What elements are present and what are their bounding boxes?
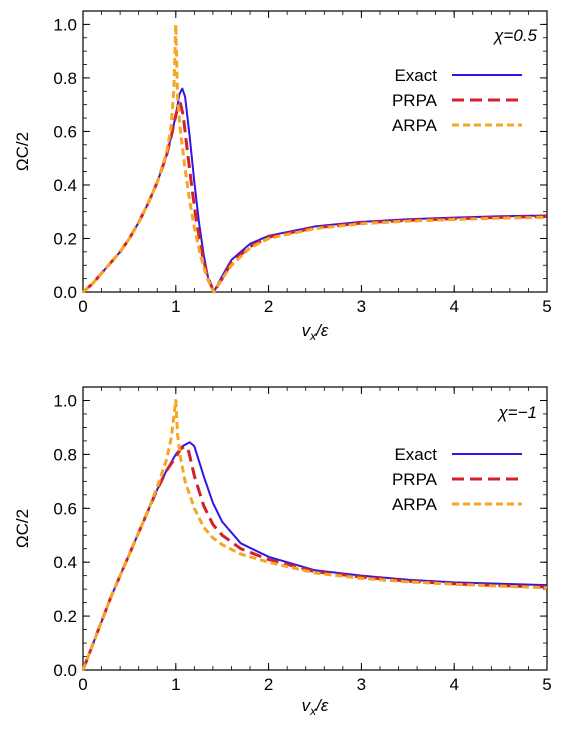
- y-tick-label: 0.6: [53, 122, 77, 141]
- series-line-arpa: [82, 22, 548, 294]
- y-tick-label: 0.0: [53, 661, 77, 680]
- legend-label-prpa: PRPA: [392, 470, 438, 489]
- x-tick-label: 4: [449, 675, 458, 694]
- chart-panel-top: 0 1 2 3 4 5 0.0 0.2 0.4 0.6 0.8 1.0 ΩC/2 vx/ε χ=0.5 Exa…: [13, 10, 552, 343]
- series-line-arpa: [81, 398, 548, 671]
- chart-panel-bottom: 0 1 2 3 4 5 0.0 0.2 0.4 0.6 0.8 1.0 ΩC/2 vx/ε χ=−1 Exac…: [13, 386, 552, 718]
- legend-label-exact: Exact: [394, 445, 437, 464]
- chi-annotation: χ=−1: [496, 403, 537, 422]
- series-line-prpa: [82, 101, 548, 294]
- legend-label-exact: Exact: [394, 66, 437, 85]
- y-tick-label: 0.4: [53, 553, 77, 572]
- y-tick-label: 0.2: [53, 229, 77, 248]
- y-tick-label: 0.2: [53, 607, 77, 626]
- chi-annotation: χ=0.5: [492, 26, 537, 45]
- y-tick-label: 1.0: [53, 391, 77, 410]
- y-tick-label: 0.0: [53, 283, 77, 302]
- x-tick-label: 3: [357, 297, 366, 316]
- plot-frame: [82, 386, 548, 671]
- y-axis-label: ΩC/2: [13, 509, 32, 548]
- x-tick-label: 1: [171, 675, 180, 694]
- y-tick-label: 0.4: [53, 176, 77, 195]
- x-tick-label: 5: [542, 675, 551, 694]
- y-tick-label: 0.8: [53, 69, 77, 88]
- y-tick-label: 0.6: [53, 499, 77, 518]
- y-tick-label: 1.0: [53, 15, 77, 34]
- y-axis-label: ΩC/2: [13, 132, 32, 171]
- legend-label-arpa: ARPA: [392, 116, 438, 135]
- x-tick-label: 4: [449, 297, 458, 316]
- x-tick-label: 5: [542, 297, 551, 316]
- x-tick-label: 2: [264, 675, 273, 694]
- x-tick-label: 3: [357, 675, 366, 694]
- x-axis-label: vx/ε: [302, 321, 329, 343]
- plot-frame: [82, 10, 548, 293]
- x-tick-label: 2: [264, 297, 273, 316]
- y-tick-label: 0.8: [53, 445, 77, 464]
- x-axis-label: vx/ε: [302, 696, 329, 718]
- series-line-exact: [82, 441, 548, 671]
- x-tick-label: 0: [78, 297, 87, 316]
- legend-label-prpa: PRPA: [392, 91, 438, 110]
- x-tick-label: 1: [171, 297, 180, 316]
- legend-label-arpa: ARPA: [392, 495, 438, 514]
- x-tick-label: 0: [78, 675, 87, 694]
